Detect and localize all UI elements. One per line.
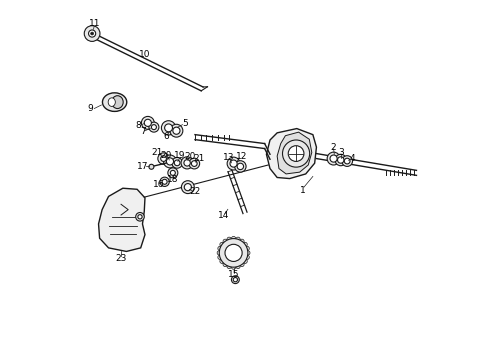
- Circle shape: [220, 242, 224, 247]
- Circle shape: [168, 168, 178, 178]
- Circle shape: [240, 239, 244, 243]
- Circle shape: [288, 146, 304, 161]
- Circle shape: [167, 158, 173, 165]
- Text: 7: 7: [140, 127, 146, 136]
- Circle shape: [236, 237, 240, 242]
- Circle shape: [174, 160, 180, 166]
- Text: 20: 20: [184, 152, 196, 161]
- Circle shape: [158, 153, 169, 164]
- Text: 12: 12: [236, 152, 247, 161]
- Circle shape: [225, 244, 242, 261]
- Text: 6: 6: [164, 132, 169, 141]
- Circle shape: [230, 160, 237, 167]
- Circle shape: [231, 276, 239, 284]
- Circle shape: [283, 140, 310, 167]
- Circle shape: [344, 158, 350, 164]
- Circle shape: [181, 157, 193, 169]
- Circle shape: [245, 255, 249, 260]
- Circle shape: [231, 265, 236, 269]
- Circle shape: [327, 152, 340, 165]
- Polygon shape: [277, 132, 312, 174]
- Circle shape: [233, 278, 238, 282]
- Circle shape: [231, 237, 236, 241]
- Ellipse shape: [108, 98, 115, 107]
- Circle shape: [142, 116, 154, 129]
- Polygon shape: [98, 188, 145, 251]
- Circle shape: [227, 264, 231, 269]
- Text: 15: 15: [228, 270, 239, 279]
- Circle shape: [223, 262, 227, 266]
- Circle shape: [330, 155, 337, 162]
- Circle shape: [91, 32, 94, 35]
- Circle shape: [243, 259, 247, 264]
- Polygon shape: [267, 129, 317, 179]
- Circle shape: [218, 246, 222, 251]
- Text: 23: 23: [115, 254, 127, 263]
- Circle shape: [170, 124, 183, 137]
- Circle shape: [151, 125, 156, 130]
- Circle shape: [227, 157, 240, 170]
- Circle shape: [223, 239, 227, 243]
- Text: 11: 11: [89, 19, 100, 28]
- Circle shape: [161, 121, 176, 135]
- Text: 1: 1: [300, 185, 306, 194]
- Circle shape: [138, 215, 142, 219]
- Circle shape: [240, 262, 244, 266]
- Circle shape: [184, 184, 192, 191]
- Circle shape: [235, 161, 246, 172]
- Circle shape: [220, 239, 248, 267]
- Circle shape: [149, 122, 159, 132]
- Text: 21: 21: [152, 148, 163, 157]
- Circle shape: [237, 163, 244, 170]
- Circle shape: [84, 26, 100, 41]
- Circle shape: [189, 158, 199, 169]
- Text: 14: 14: [218, 211, 229, 220]
- Circle shape: [164, 155, 176, 168]
- Circle shape: [338, 157, 344, 163]
- Text: 18: 18: [167, 175, 178, 184]
- Circle shape: [136, 212, 144, 221]
- Circle shape: [335, 154, 346, 166]
- Circle shape: [173, 127, 180, 134]
- Circle shape: [236, 264, 240, 269]
- Circle shape: [220, 259, 224, 264]
- Circle shape: [172, 157, 182, 168]
- Circle shape: [184, 159, 190, 166]
- Text: 19: 19: [174, 151, 186, 160]
- Text: 10: 10: [139, 50, 151, 59]
- Ellipse shape: [102, 93, 127, 111]
- Circle shape: [160, 177, 169, 186]
- Circle shape: [218, 255, 222, 260]
- Text: 16: 16: [153, 180, 164, 189]
- Circle shape: [165, 124, 172, 132]
- Circle shape: [171, 170, 175, 175]
- Circle shape: [217, 251, 221, 255]
- Circle shape: [149, 164, 154, 169]
- Circle shape: [181, 181, 194, 194]
- Text: 5: 5: [182, 119, 188, 128]
- Circle shape: [162, 179, 167, 184]
- Circle shape: [161, 156, 167, 161]
- Circle shape: [89, 30, 96, 37]
- Text: 8: 8: [135, 121, 141, 130]
- Text: 22: 22: [189, 187, 200, 196]
- Text: 4: 4: [349, 154, 355, 163]
- Text: 20: 20: [160, 151, 172, 160]
- Text: 13: 13: [222, 153, 234, 162]
- Circle shape: [245, 251, 250, 255]
- Text: 17: 17: [137, 162, 149, 171]
- Text: 9: 9: [88, 104, 94, 113]
- Text: 21: 21: [194, 154, 205, 163]
- Text: 2: 2: [331, 143, 337, 152]
- Circle shape: [227, 237, 231, 242]
- Circle shape: [144, 119, 151, 126]
- Circle shape: [243, 242, 247, 247]
- Text: 3: 3: [339, 148, 344, 157]
- Circle shape: [245, 246, 249, 251]
- Circle shape: [192, 161, 197, 166]
- Ellipse shape: [112, 96, 123, 109]
- Circle shape: [342, 156, 352, 166]
